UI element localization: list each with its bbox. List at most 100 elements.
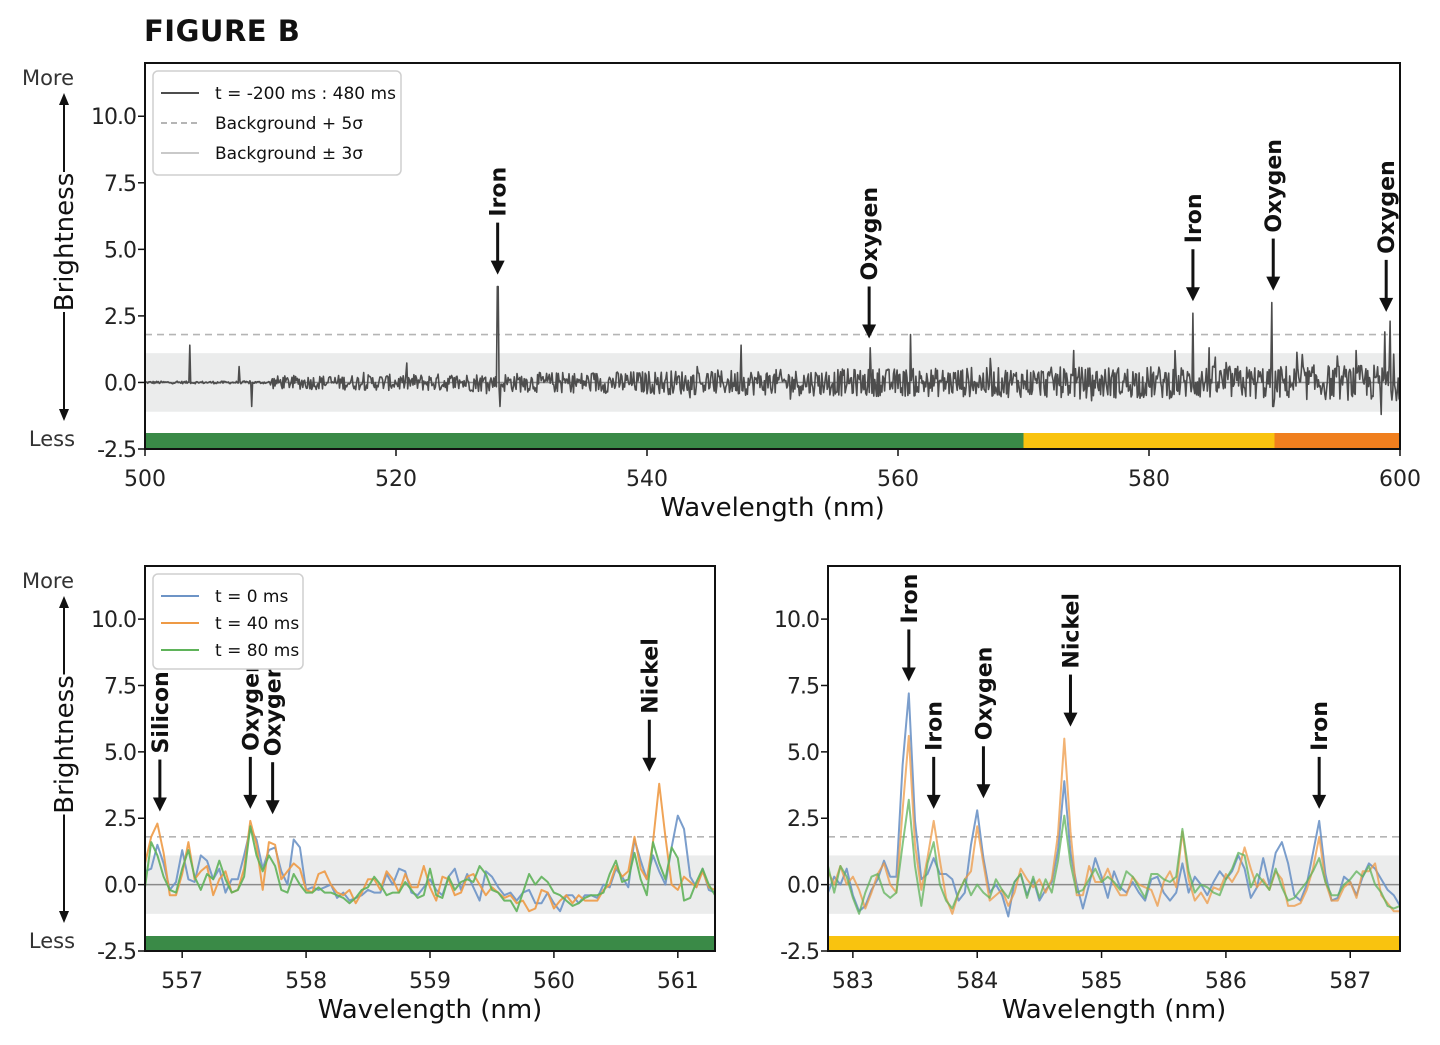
annotation-oxygen: Oxygen	[239, 657, 264, 809]
panel-top: -2.5 0.0 2.5 5.0 7.5 10.0 500 520 540 560 580 600 Wa…	[22, 62, 1421, 523]
panel-bottom-right: -2.5 0.0 2.5 5.0 7.5 10.0 583 584 585 586 587 Wavel…	[774, 565, 1401, 1025]
annotation-arrow-head	[265, 800, 280, 815]
legend-label: Background + 5σ	[215, 114, 363, 134]
x-tick-label: 540	[626, 467, 668, 492]
annotation-oxygen: Oxygen	[858, 187, 883, 339]
annotation-arrow-head	[243, 794, 258, 809]
annotation-label: Oxygen	[262, 663, 287, 757]
annotation-iron: Iron	[923, 701, 948, 809]
annotation-arrow-head	[976, 784, 991, 799]
annotation-arrow-head	[1266, 276, 1281, 291]
series-line	[828, 798, 1400, 915]
legend-label: Background ± 3σ	[215, 144, 363, 164]
annotation-oxygen: Oxygen	[972, 647, 997, 799]
annotation-label: Iron	[1182, 193, 1207, 243]
legend-box	[152, 573, 304, 670]
annotation-label: Silicon	[149, 671, 174, 753]
x-tick-label: 600	[1379, 467, 1421, 492]
up-arrow-head	[59, 93, 69, 105]
plot-frame	[144, 62, 1401, 450]
y-tick-label: 10.0	[91, 105, 136, 130]
x-tick-label: 520	[375, 467, 417, 492]
annotation-label: Oxygen	[1262, 139, 1287, 233]
annotation-iron: Iron	[1308, 701, 1333, 809]
annotation-arrow-head	[1185, 287, 1200, 302]
y-axis-label: Brightness	[50, 173, 80, 312]
annotation-arrow-head	[926, 794, 941, 809]
x-tick-label: 586	[1205, 969, 1247, 994]
x-tick-label: 560	[877, 467, 919, 492]
y-tick-label: 0.0	[787, 874, 819, 899]
x-tick-label: 557	[161, 969, 203, 994]
annotation-arrow-head	[642, 757, 657, 772]
legend-label: t = -200 ms : 480 ms	[215, 84, 396, 104]
annotation-nickel: Nickel	[638, 638, 663, 772]
legend-label: t = 0 ms	[215, 587, 288, 607]
annotation-arrow-head	[490, 260, 505, 275]
x-tick-label: 583	[832, 969, 874, 994]
annotation-label: Oxygen	[858, 187, 883, 281]
y-tick-label: 2.5	[104, 807, 136, 832]
x-tick-label: 587	[1329, 969, 1371, 994]
annotation-arrow-head	[1312, 794, 1327, 809]
y-tick-label: -2.5	[97, 940, 136, 965]
color-strip-orange	[1274, 433, 1400, 448]
annotation-label: Nickel	[638, 638, 663, 714]
legend-box	[152, 70, 402, 176]
annotation-label: Oxygen	[972, 647, 997, 741]
series-line	[145, 825, 715, 913]
annotation-silicon: Silicon	[149, 671, 174, 812]
x-tick-label: 560	[533, 969, 575, 994]
y-tick-label: 2.5	[787, 807, 819, 832]
legend: t = 0 ms t = 40 ms t = 80 ms	[152, 573, 304, 670]
more-label: More	[22, 66, 74, 90]
color-strip-yellow	[1023, 433, 1275, 448]
annotation-label: Oxygen	[239, 657, 264, 751]
y-tick-label: 2.5	[104, 305, 136, 330]
annotation-label: Oxygen	[1375, 160, 1400, 254]
x-tick-label: 558	[285, 969, 327, 994]
color-strip-yellow	[828, 936, 1400, 950]
annotation-iron: Iron	[898, 574, 923, 682]
color-strip-green	[145, 433, 1024, 448]
down-arrow-head	[59, 409, 69, 421]
up-arrow-head	[59, 596, 69, 608]
annotation-label: Iron	[898, 574, 923, 624]
y-tick-label: 7.5	[787, 674, 819, 699]
annotation-arrow-head	[152, 797, 167, 812]
annotation-arrow-head	[862, 324, 877, 339]
annotation-nickel: Nickel	[1059, 593, 1084, 727]
y-tick-label: -2.5	[97, 438, 136, 463]
annotation-iron: Iron	[1182, 193, 1207, 302]
y-tick-label: 0.0	[104, 371, 136, 396]
series-line	[145, 285, 1400, 416]
x-tick-label: 559	[409, 969, 451, 994]
figure-title: FIGURE B	[144, 14, 301, 48]
y-tick-label: 0.0	[104, 874, 136, 899]
x-tick-label: 584	[956, 969, 998, 994]
x-axis-label: Wavelength (nm)	[318, 995, 543, 1025]
annotation-arrow-head	[901, 667, 916, 682]
annotation-oxygen: Oxygen	[1375, 160, 1400, 312]
less-label: Less	[29, 427, 75, 451]
panel-bottom-left: -2.5 0.0 2.5 5.0 7.5 10.0 557 558 559 560 561 Wavel…	[22, 565, 716, 1025]
x-tick-label: 585	[1081, 969, 1123, 994]
y-axis-label: Brightness	[50, 675, 80, 814]
y-tick-label: 10.0	[774, 608, 819, 633]
x-tick-label: 500	[124, 467, 166, 492]
series-line	[828, 734, 1400, 915]
more-label: More	[22, 569, 74, 593]
y-axis-indicator: More Less Brightness	[22, 66, 80, 451]
annotation-label: Nickel	[1059, 593, 1084, 669]
less-label: Less	[29, 929, 75, 953]
y-axis-indicator: More Less Brightness	[22, 569, 80, 953]
x-axis-label: Wavelength (nm)	[1002, 995, 1227, 1025]
y-tick-label: 7.5	[104, 172, 136, 197]
legend-label: t = 80 ms	[215, 641, 299, 661]
color-strip-green	[145, 936, 715, 950]
y-tick-label: 5.0	[104, 741, 136, 766]
y-tick-label: 5.0	[787, 741, 819, 766]
down-arrow-head	[59, 911, 69, 923]
annotation-label: Iron	[1308, 701, 1333, 751]
y-tick-label: -2.5	[780, 940, 819, 965]
